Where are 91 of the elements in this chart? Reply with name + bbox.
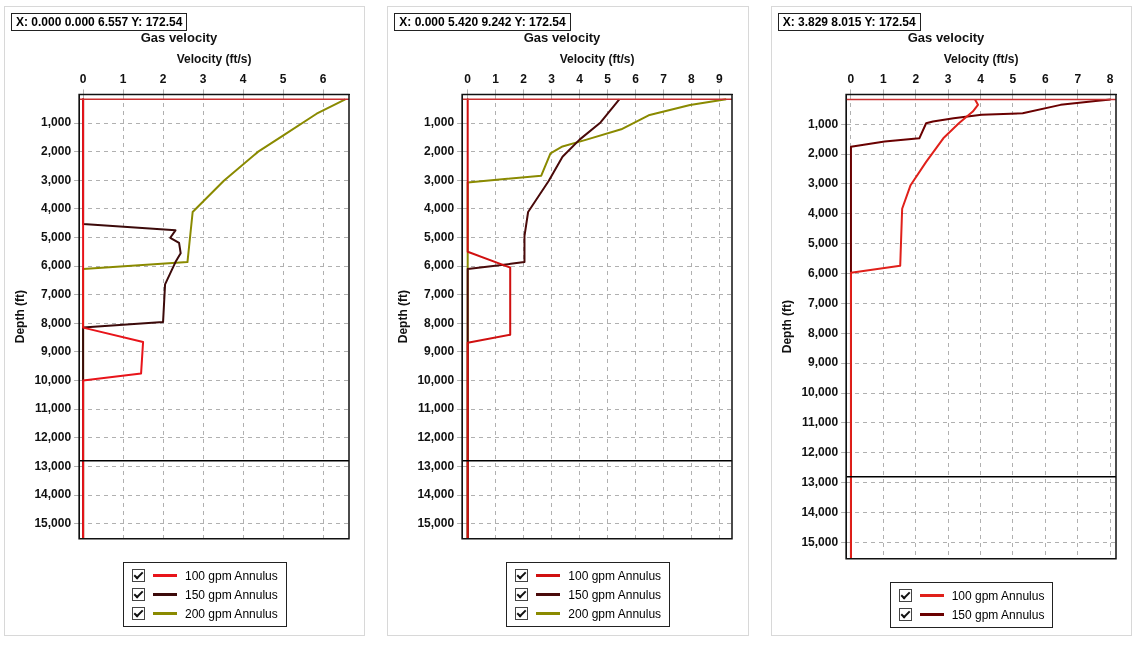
x-tick-label: 5 — [1009, 71, 1017, 86]
x-tick-label: 6 — [1041, 71, 1049, 86]
x-axis-title: Velocity (ft/s) — [560, 52, 635, 67]
x-tick-label: 9 — [716, 71, 724, 86]
x-tick-label: 7 — [1074, 71, 1082, 86]
y-tick-label: 9,000 — [41, 344, 72, 359]
y-tick-label: 4,000 — [424, 201, 455, 216]
chart-title: Gas velocity — [524, 30, 602, 46]
x-tick-label: 4 — [976, 71, 984, 86]
x-tick-label: 6 — [632, 71, 640, 86]
y-tick-label: 13,000 — [801, 474, 839, 489]
x-tick-label: 1 — [119, 71, 127, 86]
y-tick-label: 6,000 — [807, 265, 839, 280]
x-tick-label: 7 — [660, 71, 668, 86]
legend-label: 150 gpm Annulus — [951, 607, 1045, 622]
x-tick-label: 3 — [548, 71, 556, 86]
chart-title: Gas velocity — [907, 30, 985, 46]
y-tick-label: 10,000 — [34, 372, 72, 387]
y-tick-label: 3,000 — [807, 176, 839, 191]
y-tick-label: 4,000 — [807, 206, 839, 221]
x-tick-label: 5 — [279, 71, 287, 86]
y-tick-label: 8,000 — [41, 315, 72, 330]
x-tick-label: 0 — [847, 71, 855, 86]
y-tick-label: 12,000 — [417, 430, 455, 445]
x-tick-label: 2 — [912, 71, 920, 86]
x-tick-label: 5 — [604, 71, 612, 86]
x-axis-title: Velocity (ft/s) — [943, 52, 1019, 67]
text: X: 0.000 5.420 9.242 Y: 172.54 — [394, 13, 571, 31]
y-axis-title: Depth (ft) — [12, 289, 27, 344]
x-tick-label: 8 — [1106, 71, 1114, 86]
y-tick-label: 14,000 — [34, 487, 72, 502]
y-tick-label: 11,000 — [35, 401, 72, 416]
x-tick-label: 3 — [944, 71, 952, 86]
x-axis-title: Velocity (ft/s) — [176, 52, 252, 67]
x-tick-label: 1 — [879, 71, 887, 86]
y-tick-label: 10,000 — [417, 372, 455, 387]
y-tick-label: 2,000 — [424, 143, 455, 158]
legend-label: 100 gpm Annulus — [185, 568, 278, 583]
x-tick-label: 4 — [239, 71, 247, 86]
y-tick-label: 15,000 — [801, 534, 839, 549]
y-tick-label: 13,000 — [34, 458, 72, 473]
legend-label: 200 gpm Annulus — [185, 606, 278, 621]
legend-label: 200 gpm Annulus — [568, 606, 662, 621]
y-tick-label: 9,000 — [424, 344, 455, 359]
y-tick-label: 3,000 — [424, 172, 455, 187]
x-tick-label: 3 — [199, 71, 207, 86]
y-tick-label: 1,000 — [424, 115, 455, 130]
y-tick-label: 12,000 — [34, 430, 72, 445]
y-tick-label: 2,000 — [41, 143, 72, 158]
y-tick-label: 11,000 — [418, 401, 455, 416]
y-tick-label: 3,000 — [41, 172, 72, 187]
x-tick-label: 0 — [79, 71, 87, 86]
y-tick-label: 11,000 — [801, 415, 839, 430]
y-tick-label: 5,000 — [807, 236, 839, 251]
x-tick-label: 2 — [159, 71, 167, 86]
y-tick-label: 6,000 — [41, 258, 72, 273]
x-tick-label: 1 — [492, 71, 500, 86]
x-tick-label: 6 — [319, 71, 327, 86]
x-tick-label: 2 — [520, 71, 528, 86]
legend-label: 100 gpm Annulus — [568, 568, 662, 583]
legend-label: 100 gpm Annulus — [951, 588, 1045, 603]
y-tick-label: 7,000 — [41, 287, 72, 302]
x-tick-label: 0 — [464, 71, 472, 86]
y-tick-label: 13,000 — [417, 458, 455, 473]
y-tick-label: 14,000 — [801, 504, 839, 519]
y-axis-title: Depth (ft) — [779, 299, 794, 354]
text: X: 3.829 8.015 Y: 172.54 — [777, 13, 921, 31]
chart-title: Gas velocity — [140, 30, 219, 46]
y-tick-label: 5,000 — [424, 229, 455, 244]
y-tick-label: 6,000 — [424, 258, 455, 273]
x-tick-label: 4 — [576, 71, 584, 86]
y-tick-label: 8,000 — [424, 315, 455, 330]
y-tick-label: 4,000 — [41, 201, 72, 216]
x-tick-label: 8 — [688, 71, 696, 86]
y-tick-label: 14,000 — [417, 487, 455, 502]
y-tick-label: 12,000 — [801, 445, 839, 460]
y-tick-label: 2,000 — [807, 146, 839, 161]
y-axis-title: Depth (ft) — [395, 289, 410, 344]
y-tick-label: 9,000 — [807, 355, 839, 370]
y-tick-label: 7,000 — [807, 295, 839, 310]
y-tick-label: 1,000 — [41, 115, 72, 130]
y-tick-label: 8,000 — [807, 325, 839, 340]
y-tick-label: 5,000 — [41, 229, 72, 244]
y-tick-label: 15,000 — [417, 515, 455, 530]
text: X: 0.000 0.000 6.557 Y: 172.54 — [11, 13, 188, 31]
y-tick-label: 15,000 — [34, 515, 72, 530]
legend-label: 150 gpm Annulus — [185, 587, 278, 602]
y-tick-label: 7,000 — [424, 287, 455, 302]
y-tick-label: 10,000 — [801, 385, 839, 400]
legend-label: 150 gpm Annulus — [568, 587, 662, 602]
y-tick-label: 1,000 — [807, 116, 839, 131]
